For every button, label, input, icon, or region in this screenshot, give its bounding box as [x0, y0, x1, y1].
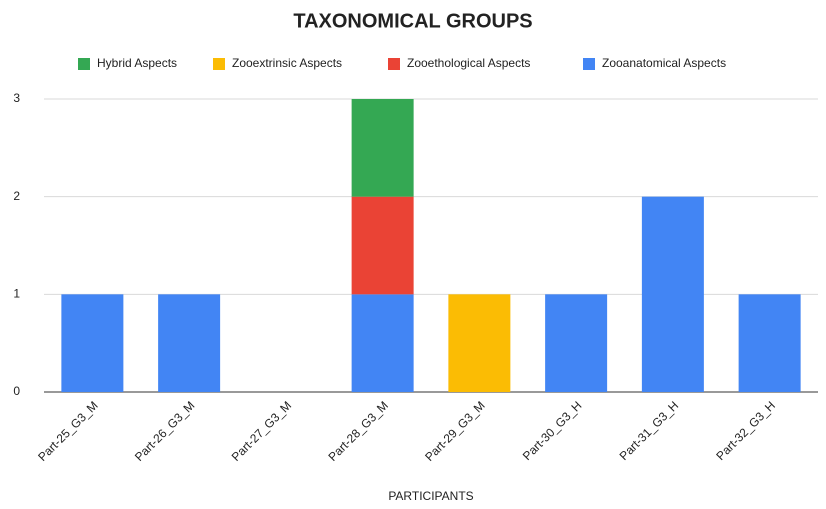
bar-segment [641, 196, 704, 392]
bar-segment [545, 294, 608, 392]
chart-title: TAXONOMICAL GROUPS [293, 10, 532, 32]
bar-segment [738, 294, 801, 392]
legend-swatch [388, 58, 400, 70]
bar-segment [351, 196, 414, 295]
bar-segment [61, 294, 124, 392]
legend-label: Zooethological Aspects [407, 56, 530, 70]
y-tick-label: 3 [13, 91, 20, 105]
y-tick-label: 0 [13, 384, 20, 398]
legend-swatch [583, 58, 595, 70]
bar-segment [448, 294, 511, 392]
y-tick-label: 2 [13, 189, 20, 203]
x-axis-title: PARTICIPANTS [388, 489, 473, 503]
legend-swatch [213, 58, 225, 70]
bar-segment [158, 294, 221, 392]
bar-segment [351, 99, 414, 197]
bar-segment [351, 294, 414, 392]
legend-swatch [78, 58, 90, 70]
legend-label: Zooanatomical Aspects [602, 56, 726, 70]
legend-label: Hybrid Aspects [97, 56, 177, 70]
legend-label: Zooextrinsic Aspects [232, 56, 342, 70]
y-tick-label: 1 [13, 287, 20, 301]
